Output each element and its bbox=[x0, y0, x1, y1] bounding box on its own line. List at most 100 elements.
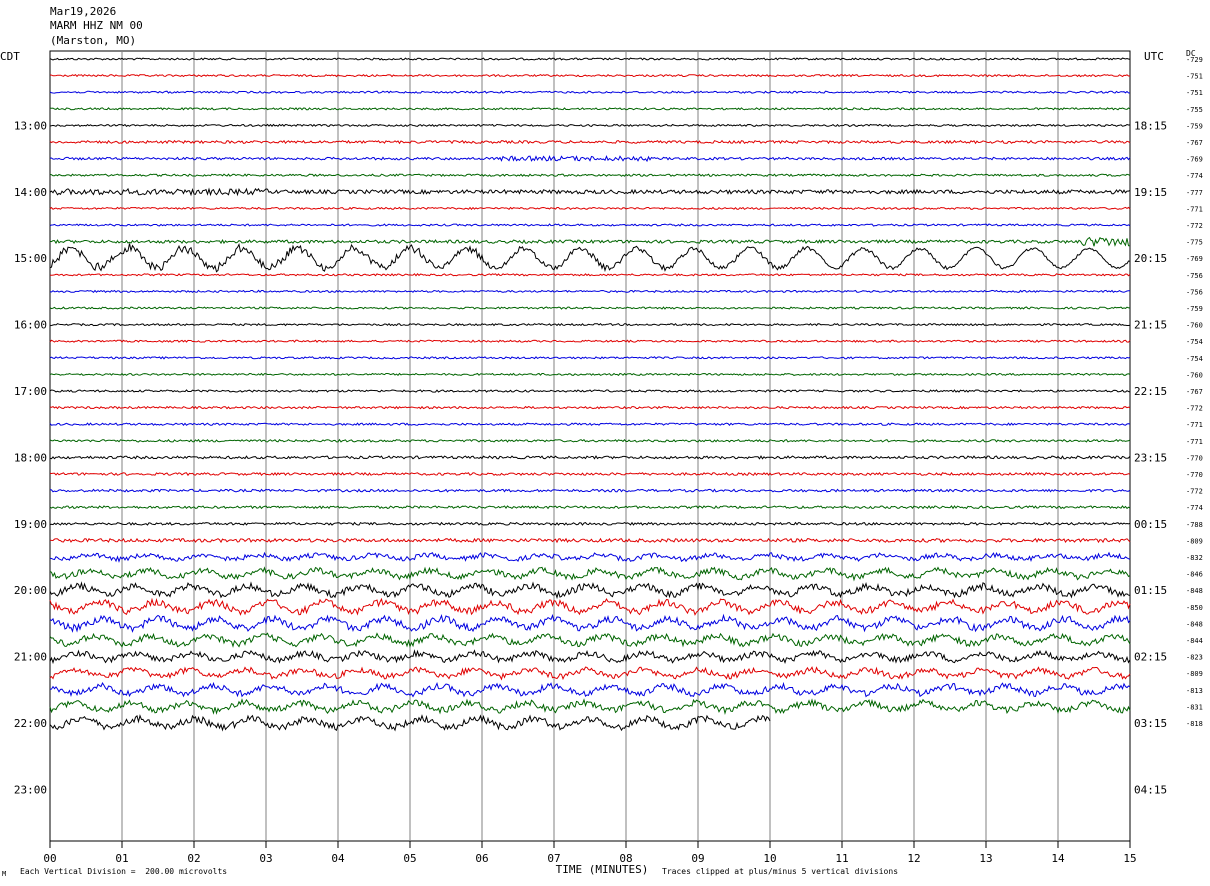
dc-offset-label: -751 bbox=[1186, 89, 1203, 97]
x-axis-label: TIME (MINUTES) bbox=[556, 863, 649, 876]
dc-offset-label: -809 bbox=[1186, 537, 1203, 545]
seismic-trace bbox=[49, 714, 771, 732]
seismic-trace bbox=[49, 422, 1131, 427]
dc-offset-label: -767 bbox=[1186, 139, 1203, 147]
dc-label: DC bbox=[1186, 49, 1196, 58]
station-label: MARM HHZ NM 00 bbox=[50, 19, 143, 32]
dc-offset-label: -759 bbox=[1186, 305, 1203, 313]
right-hour-label: 23:15 bbox=[1134, 451, 1167, 464]
dc-offset-label: -832 bbox=[1186, 554, 1203, 562]
left-hour-label: 14:00 bbox=[14, 186, 47, 199]
dc-offset-label: -823 bbox=[1186, 654, 1203, 662]
dc-offset-label: -771 bbox=[1186, 205, 1203, 213]
x-tick-label: 15 bbox=[1123, 852, 1136, 865]
scale-note: Each Vertical Division = 200.00 microvol… bbox=[20, 867, 228, 876]
right-hour-label: 20:15 bbox=[1134, 252, 1167, 265]
seismic-trace bbox=[49, 223, 1131, 227]
dc-offset-label: -850 bbox=[1186, 604, 1203, 612]
x-tick-label: 07 bbox=[547, 852, 560, 865]
seismic-trace bbox=[49, 471, 1131, 477]
seismic-trace bbox=[49, 505, 1131, 510]
left-hour-label: 18:00 bbox=[14, 451, 47, 464]
dc-offset-label: -772 bbox=[1186, 488, 1203, 496]
seismic-trace bbox=[49, 306, 1131, 310]
dc-offset-label: -771 bbox=[1186, 421, 1203, 429]
x-tick-label: 12 bbox=[907, 852, 920, 865]
right-hour-label: 01:15 bbox=[1134, 584, 1167, 597]
x-tick-label: 08 bbox=[619, 852, 632, 865]
x-tick-label: 01 bbox=[115, 852, 128, 865]
dc-offset-label: -751 bbox=[1186, 73, 1203, 81]
seismic-trace bbox=[49, 681, 1131, 698]
seismic-trace bbox=[49, 581, 1131, 600]
x-tick-label: 05 bbox=[403, 852, 416, 865]
left-hour-label: 20:00 bbox=[14, 584, 47, 597]
x-tick-label: 04 bbox=[331, 852, 345, 865]
right-hour-label: 04:15 bbox=[1134, 783, 1167, 796]
seismic-trace bbox=[49, 187, 1131, 197]
seismic-trace bbox=[49, 289, 1130, 294]
left-hour-label: 19:00 bbox=[14, 518, 47, 531]
left-hour-label: 21:00 bbox=[14, 651, 47, 664]
seismic-trace bbox=[49, 372, 1131, 377]
right-hour-label: 02:15 bbox=[1134, 651, 1167, 664]
right-hour-label: 00:15 bbox=[1134, 518, 1167, 531]
right-hour-label: 19:15 bbox=[1134, 186, 1167, 199]
plot-frame bbox=[49, 50, 1131, 842]
x-tick-label: 14 bbox=[1051, 852, 1065, 865]
right-timezone-label: UTC bbox=[1144, 50, 1164, 63]
x-tick-label: 10 bbox=[763, 852, 776, 865]
seismic-trace bbox=[49, 139, 1131, 145]
dc-offset-label: -754 bbox=[1186, 355, 1203, 363]
dc-offset-label: -777 bbox=[1186, 189, 1203, 197]
dc-offset-label: -756 bbox=[1186, 288, 1203, 296]
dc-offset-label: -759 bbox=[1186, 122, 1203, 130]
dc-offset-label: -775 bbox=[1186, 239, 1203, 247]
x-tick-label: 06 bbox=[475, 852, 488, 865]
dc-offset-label: -769 bbox=[1186, 156, 1203, 164]
clip-note: Traces clipped at plus/minus 5 vertical … bbox=[662, 867, 899, 876]
dc-offset-label: -755 bbox=[1186, 106, 1203, 114]
dc-offset-label: -818 bbox=[1186, 720, 1203, 728]
seismic-trace bbox=[49, 90, 1131, 94]
right-hour-label: 18:15 bbox=[1134, 119, 1167, 132]
seismic-trace bbox=[49, 521, 1131, 526]
date-label: Mar19,2026 bbox=[50, 5, 117, 18]
left-hour-label: 15:00 bbox=[14, 252, 47, 265]
seismic-trace bbox=[49, 107, 1131, 111]
right-hour-label: 22:15 bbox=[1134, 385, 1167, 398]
left-hour-label: 22:00 bbox=[14, 717, 47, 730]
seismic-trace bbox=[49, 57, 1131, 61]
seismic-trace bbox=[49, 123, 1130, 128]
x-tick-label: 11 bbox=[835, 852, 848, 865]
location-label: (Marston, MO) bbox=[50, 34, 137, 47]
seismic-trace bbox=[49, 698, 1131, 715]
x-tick-label: 03 bbox=[259, 852, 272, 865]
seismic-trace bbox=[49, 597, 1131, 616]
seismic-trace bbox=[49, 649, 1131, 665]
seismic-trace bbox=[49, 455, 1131, 460]
seismic-trace bbox=[49, 537, 1131, 544]
dc-offset-label: -844 bbox=[1186, 637, 1203, 645]
right-hour-label: 03:15 bbox=[1134, 717, 1167, 730]
left-hour-label: 17:00 bbox=[14, 385, 47, 398]
seismic-trace bbox=[49, 155, 1131, 163]
dc-offset-label: -756 bbox=[1186, 272, 1203, 280]
corner-mark: M bbox=[2, 870, 7, 878]
x-tick-label: 02 bbox=[187, 852, 200, 865]
seismic-trace bbox=[49, 339, 1131, 344]
seismic-trace bbox=[49, 273, 1131, 277]
seismic-trace bbox=[49, 206, 1131, 211]
left-hour-label: 23:00 bbox=[14, 783, 47, 796]
x-tick-label: 09 bbox=[691, 852, 704, 865]
dc-offset-label: -772 bbox=[1186, 405, 1203, 413]
dc-offset-label: -813 bbox=[1186, 687, 1203, 695]
seismic-trace bbox=[49, 73, 1131, 78]
seismic-trace bbox=[49, 405, 1131, 410]
dc-offset-label: -770 bbox=[1186, 471, 1203, 479]
left-hour-label: 13:00 bbox=[14, 119, 47, 132]
dc-offset-label: -831 bbox=[1186, 703, 1203, 711]
seismic-trace bbox=[49, 356, 1131, 360]
dc-offset-label: -770 bbox=[1186, 454, 1203, 462]
dc-offset-label: -809 bbox=[1186, 670, 1203, 678]
